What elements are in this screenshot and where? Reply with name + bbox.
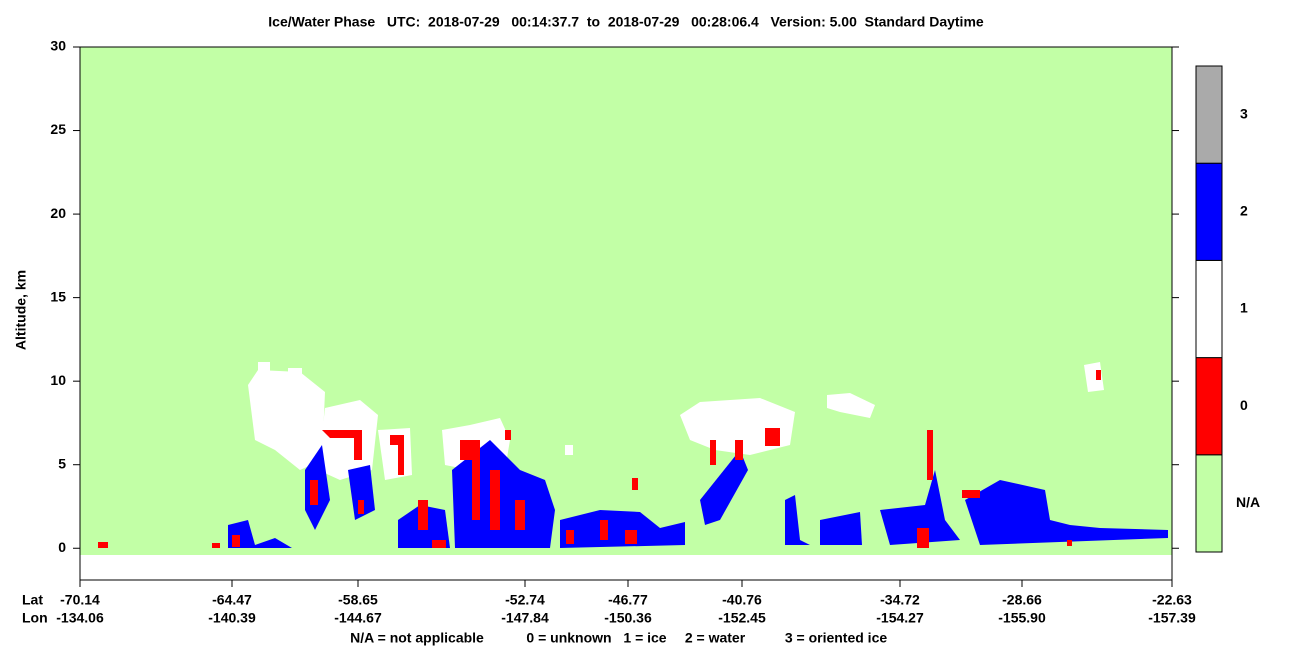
colorbar-label: 2 [1240,203,1248,219]
y-tick-label: 15 [50,288,66,304]
footnote-item: 0 = unknown [526,630,611,646]
y-axis-label: Altitude, km [13,270,29,350]
colorbar-label: 0 [1240,397,1248,413]
y-tick-label: 30 [50,38,66,54]
lon-tick-label: -157.39 [1148,610,1196,626]
colorbar-segment [1195,357,1223,456]
lon-tick-label: -147.84 [501,610,549,626]
y-tick-label: 10 [50,372,66,388]
colorbar-label: 1 [1240,300,1248,316]
lon-tick-label: -134.06 [56,610,104,626]
below-surface [80,555,1172,580]
plot-frame [79,46,1173,581]
lat-tick-label: -40.76 [722,592,762,608]
colorbar-segment [1195,259,1223,359]
colorbar-label: 3 [1240,105,1248,121]
footnote-item: 1 = ice [623,630,666,646]
y-tick-label: 25 [50,121,66,137]
footnote-item: 2 = water [685,630,746,646]
lon-tick-label: -144.67 [334,610,382,626]
cloud-features [98,362,1168,548]
lat-row-label: Lat [22,592,43,608]
lat-tick-label: -64.47 [212,592,252,608]
colorbar-segment [1195,454,1223,553]
lat-tick-label: -70.14 [60,592,100,608]
lon-tick-label: -140.39 [208,610,256,626]
footnote: N/A = not applicable 0 = unknown 1 = ice 2 … [350,630,887,646]
footnote-item: 3 = oriented ice [785,630,888,646]
colorbar-segment [1195,162,1223,261]
lon-tick-label: -150.36 [604,610,652,626]
lon-row-label: Lon [22,610,48,626]
lon-tick-label: -152.45 [718,610,766,626]
lat-tick-label: -46.77 [608,592,648,608]
lat-tick-label: -28.66 [1002,592,1042,608]
colorbar-label: N/A [1236,494,1260,510]
lat-tick-label: -58.65 [338,592,378,608]
lat-tick-label: -34.72 [880,592,920,608]
lat-tick-label: -22.63 [1152,592,1192,608]
lat-tick-label: -52.74 [505,592,545,608]
lon-tick-label: -154.27 [876,610,924,626]
plot-area [80,47,1172,555]
y-tick-label: 0 [58,539,66,555]
colorbar-segment [1195,65,1223,164]
y-tick-label: 5 [58,455,66,471]
chart-title: Ice/Water Phase UTC: 2018-07-29 00:14:37… [268,14,984,30]
y-tick-label: 20 [50,205,66,221]
lon-tick-label: -155.90 [998,610,1046,626]
footnote-item: N/A = not applicable [350,630,484,646]
